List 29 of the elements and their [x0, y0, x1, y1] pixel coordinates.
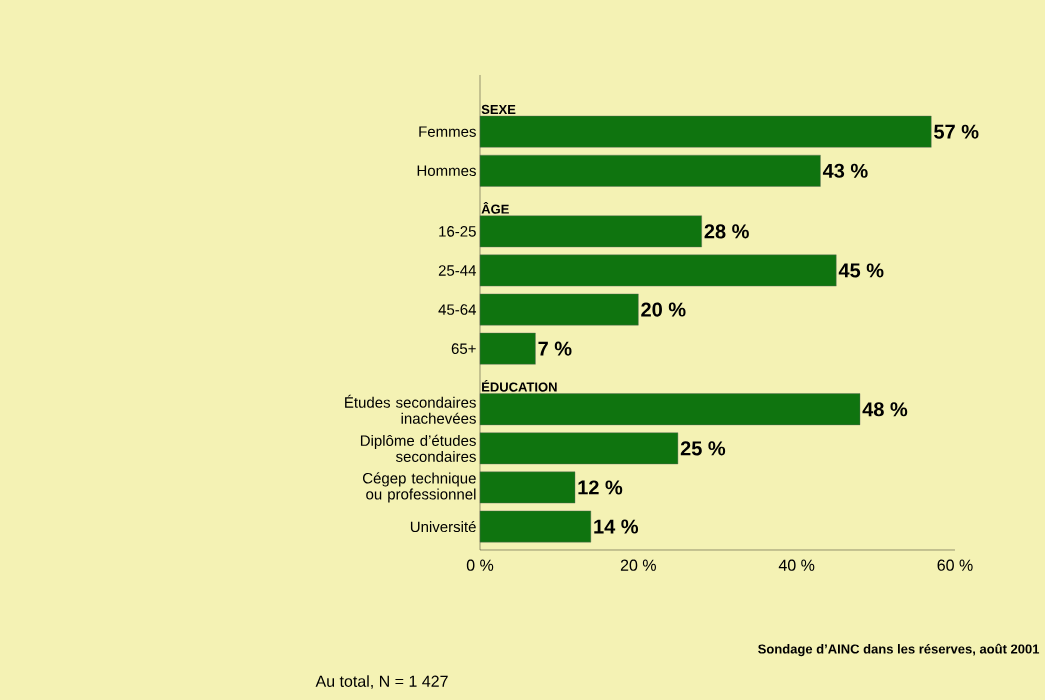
- annotation: ÂGE: [481, 201, 509, 214]
- data-label: 12 %: [578, 480, 623, 495]
- annotation: ÉDUCATION: [482, 379, 557, 392]
- x-tick-label: 60 %: [937, 559, 973, 571]
- y-tick-label: 65+: [451, 343, 476, 354]
- data-label: 48 %: [862, 402, 908, 417]
- data-label: 25 %: [680, 441, 726, 456]
- y-tick-label: Hommes: [417, 165, 476, 176]
- data-label: 43 %: [822, 163, 868, 178]
- y-tick-label: Études secondaires inachevées: [345, 394, 476, 424]
- y-tick-label: Femmes: [419, 126, 476, 137]
- y-tick-label: 25-44: [438, 265, 477, 276]
- data-label: 45 %: [838, 263, 884, 278]
- data-label: 7 %: [538, 341, 572, 356]
- y-tick-label: Diplôme d’études secondaires: [360, 434, 476, 462]
- x-tick-label: 0 %: [466, 559, 494, 571]
- annotation: SEXE: [481, 104, 516, 115]
- text: Sondage d’AINC dans les réserves, août 2001: [758, 643, 1040, 657]
- y-tick-label: 16-25: [439, 226, 476, 237]
- data-label: 28 %: [704, 224, 749, 239]
- data-label: 20 %: [641, 302, 686, 317]
- data-label: 14 %: [594, 519, 639, 534]
- x-tick-label: 40 %: [778, 559, 815, 571]
- x-tick-label: 20 %: [620, 559, 656, 571]
- y-tick-label: 45-64: [438, 304, 477, 315]
- data-label: 57 %: [934, 124, 979, 139]
- y-tick-label: Cégep technique ou professionnel: [362, 472, 476, 503]
- text: Au total, N = 1 427: [315, 675, 448, 689]
- y-tick-label: Université: [410, 520, 476, 533]
